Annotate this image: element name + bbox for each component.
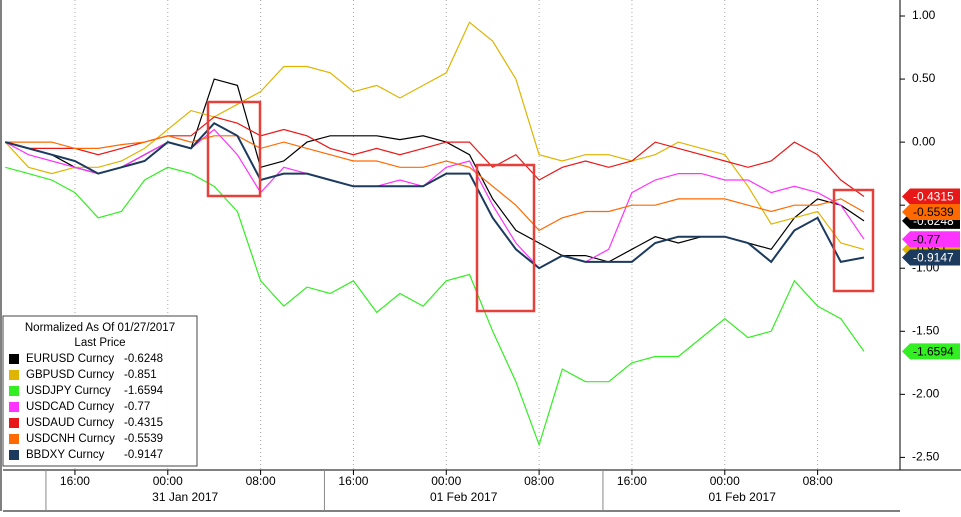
y-tick-label: -2.00 <box>912 387 940 401</box>
legend-label: BBDXY Curncy <box>26 449 105 461</box>
legend-swatch <box>9 450 19 460</box>
legend-value: -0.77 <box>124 401 150 413</box>
series-line <box>5 121 865 270</box>
legend-swatch <box>9 434 19 444</box>
legend-value: -1.6594 <box>124 385 164 397</box>
legend-title: Normalized As Of 01/27/2017 <box>25 322 175 334</box>
x-tick-label: 16:00 <box>617 474 647 488</box>
x-tick-label: 00:00 <box>153 474 183 488</box>
legend-value: -0.4315 <box>124 417 163 429</box>
x-tick-label: 16:00 <box>60 474 90 488</box>
highlight-box <box>475 163 536 313</box>
legend-value: -0.9147 <box>124 449 163 461</box>
legend-label: USDJPY Curncy <box>26 385 111 397</box>
series-line <box>4 21 865 250</box>
series-line <box>5 78 865 263</box>
x-tick-label: 00:00 <box>710 474 740 488</box>
legend-swatch <box>9 386 19 396</box>
legend-value: -0.6248 <box>124 353 163 365</box>
y-tick-label: 0.50 <box>912 71 936 85</box>
value-tag <box>902 188 960 205</box>
series-line <box>5 166 865 447</box>
value-tag-label: -1.6594 <box>913 345 954 359</box>
legend-label: EURUSD Curncy <box>26 353 114 365</box>
y-tick-label: 0.00 <box>912 134 936 148</box>
x-tick-label: 16:00 <box>338 474 368 488</box>
y-tick-label: -1.50 <box>912 323 940 337</box>
value-tag-label: -0.5539 <box>913 205 954 219</box>
legend-swatch <box>9 354 19 364</box>
legend-label: USDCAD Curncy <box>26 401 114 413</box>
legend-swatch <box>9 402 19 412</box>
value-tag <box>902 343 960 360</box>
value-tag-label: -0.4315 <box>913 190 954 204</box>
date-label: 01 Feb 2017 <box>708 490 776 504</box>
legend-value: -0.851 <box>124 369 157 381</box>
x-tick-label: 08:00 <box>246 474 276 488</box>
x-tick-label: 08:00 <box>524 474 554 488</box>
legend-label: GBPUSD Curncy <box>26 369 114 381</box>
legend-value: -0.5539 <box>124 433 163 445</box>
value-tag <box>902 203 960 220</box>
highlight-box <box>832 188 875 293</box>
value-tag-label: -0.9147 <box>913 251 954 265</box>
value-tag <box>902 231 960 248</box>
date-label: 31 Jan 2017 <box>152 490 218 504</box>
y-tick-label: -2.50 <box>912 450 940 464</box>
series-line <box>5 116 865 197</box>
value-tag <box>902 249 960 266</box>
date-label: 01 Feb 2017 <box>430 490 498 504</box>
legend-box <box>2 315 198 467</box>
annotation-boxes <box>206 100 875 313</box>
value-tag-label: -0.77 <box>913 232 941 246</box>
legend: Normalized As Of 01/27/2017 Last Price E… <box>2 315 198 467</box>
series-line <box>5 135 865 232</box>
legend-label: USDAUD Curncy <box>26 417 114 429</box>
highlight-box <box>206 100 262 198</box>
legend-label: USDCNH Curncy <box>26 433 115 445</box>
legend-swatch <box>9 418 19 428</box>
legend-subtitle: Last Price <box>74 337 125 349</box>
x-tick-label: 00:00 <box>431 474 461 488</box>
x-tick-label: 08:00 <box>803 474 833 488</box>
y-tick-label: 1.00 <box>912 8 936 22</box>
legend-swatch <box>9 370 19 380</box>
series-line <box>5 128 865 269</box>
